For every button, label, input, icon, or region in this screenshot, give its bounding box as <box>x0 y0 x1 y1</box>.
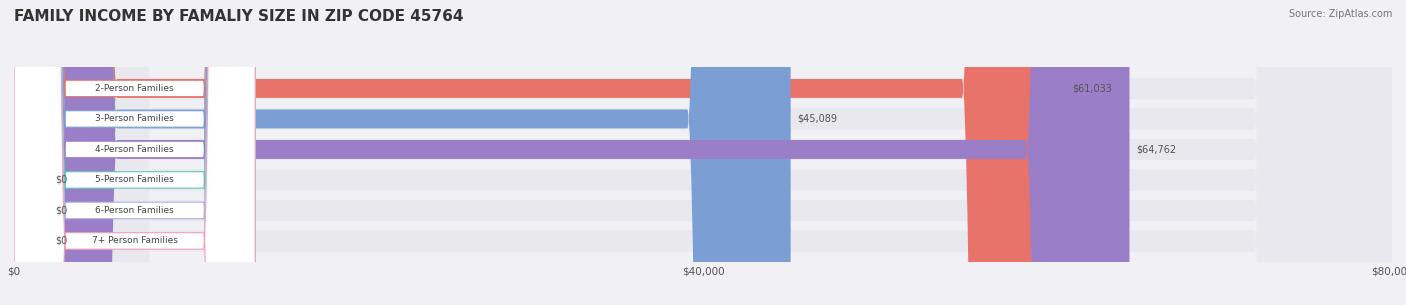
FancyBboxPatch shape <box>14 0 1129 305</box>
Text: 5-Person Families: 5-Person Families <box>96 175 174 185</box>
Text: $0: $0 <box>55 206 67 215</box>
FancyBboxPatch shape <box>14 0 1392 305</box>
Text: $0: $0 <box>55 175 67 185</box>
Text: $64,762: $64,762 <box>1136 145 1177 154</box>
FancyBboxPatch shape <box>14 0 256 305</box>
Text: 4-Person Families: 4-Person Families <box>96 145 174 154</box>
FancyBboxPatch shape <box>14 0 256 305</box>
Text: 6-Person Families: 6-Person Families <box>96 206 174 215</box>
FancyBboxPatch shape <box>14 0 48 305</box>
FancyBboxPatch shape <box>14 0 1392 305</box>
Text: $0: $0 <box>55 236 67 246</box>
FancyBboxPatch shape <box>14 0 256 305</box>
Text: 2-Person Families: 2-Person Families <box>96 84 174 93</box>
FancyBboxPatch shape <box>14 0 1392 305</box>
FancyBboxPatch shape <box>14 0 256 305</box>
Text: $61,033: $61,033 <box>1073 84 1112 93</box>
Text: Source: ZipAtlas.com: Source: ZipAtlas.com <box>1288 9 1392 19</box>
FancyBboxPatch shape <box>14 0 790 305</box>
FancyBboxPatch shape <box>14 0 256 305</box>
FancyBboxPatch shape <box>14 0 1392 305</box>
Text: 7+ Person Families: 7+ Person Families <box>91 236 177 246</box>
FancyBboxPatch shape <box>14 0 256 305</box>
FancyBboxPatch shape <box>14 0 48 305</box>
FancyBboxPatch shape <box>14 0 48 305</box>
Text: FAMILY INCOME BY FAMALIY SIZE IN ZIP CODE 45764: FAMILY INCOME BY FAMALIY SIZE IN ZIP COD… <box>14 9 464 24</box>
FancyBboxPatch shape <box>14 0 1392 305</box>
Text: 3-Person Families: 3-Person Families <box>96 114 174 124</box>
Text: $45,089: $45,089 <box>797 114 838 124</box>
FancyBboxPatch shape <box>14 0 1392 305</box>
FancyBboxPatch shape <box>14 0 1066 305</box>
